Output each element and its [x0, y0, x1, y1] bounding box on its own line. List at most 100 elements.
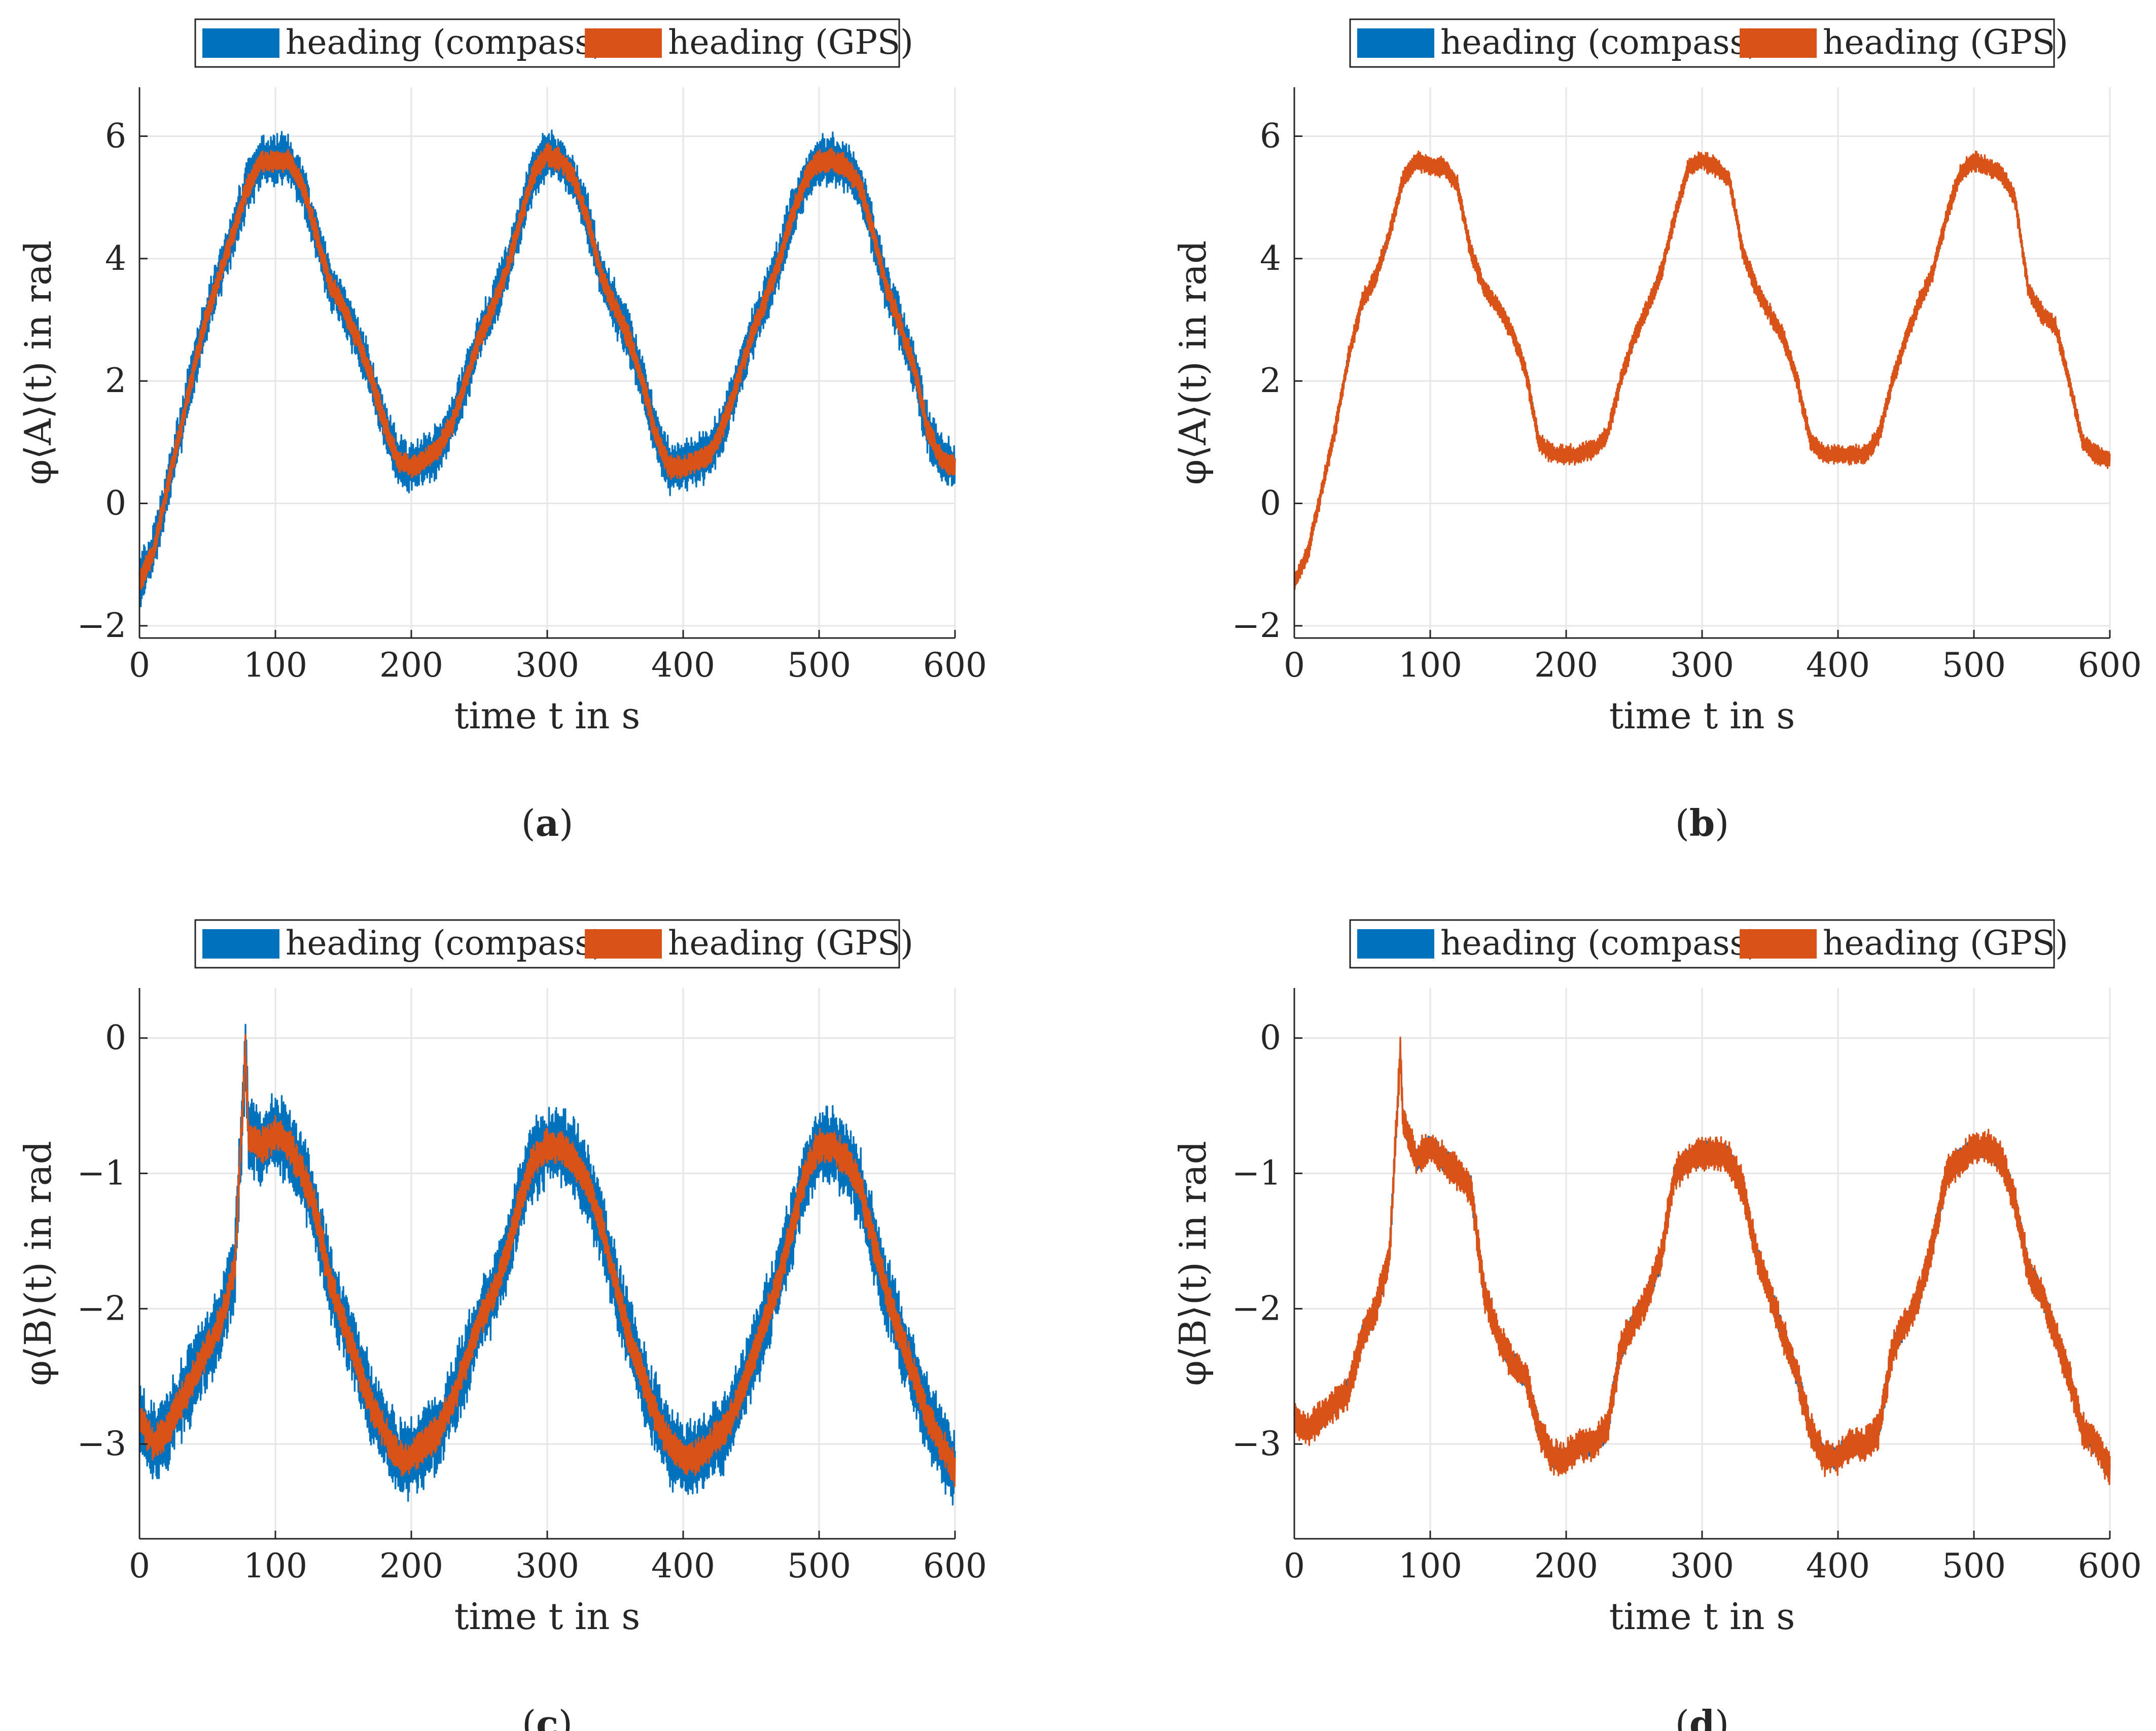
- legend-swatch-compass: [1357, 28, 1434, 58]
- legend-swatch-gps: [1740, 929, 1817, 959]
- x-tick-label: 200: [379, 646, 443, 685]
- legend-box: [194, 919, 900, 969]
- y-tick-label: 6: [105, 117, 126, 156]
- series-line-compass: [138, 1023, 956, 1506]
- x-axis-label: time t in s: [1609, 1595, 1795, 1638]
- legend: heading (compass) heading (GPS): [1349, 18, 2068, 68]
- x-axis-label: time t in s: [454, 1595, 641, 1638]
- panel-caption: (a): [521, 801, 574, 844]
- y-tick-label: −3: [1232, 1424, 1281, 1463]
- y-tick-label: 0: [1260, 484, 1281, 523]
- legend-label-gps: heading (GPS): [1823, 924, 2068, 963]
- x-tick-label: 100: [243, 1546, 307, 1585]
- x-tick-label: 100: [1398, 646, 1462, 685]
- series-group: [138, 129, 956, 608]
- x-tick-label: 300: [1670, 1546, 1734, 1585]
- y-tick-label: −2: [1232, 1289, 1281, 1328]
- x-tick-label: 500: [787, 646, 851, 685]
- y-tick-label: −2: [77, 606, 126, 645]
- x-tick-label: 0: [129, 646, 150, 685]
- x-tick-label: 0: [129, 1546, 150, 1585]
- y-tick-label: 0: [1260, 1018, 1281, 1057]
- series-line-gps: [138, 142, 956, 591]
- x-tick-label: 600: [923, 1546, 987, 1585]
- series-line-gps: [1293, 150, 2111, 590]
- x-axis-label: time t in s: [454, 694, 641, 737]
- legend-swatch-gps: [585, 28, 662, 58]
- series-group: [1293, 150, 2111, 590]
- y-axis-label: φ⟨B⟩(t) in rad: [17, 1141, 59, 1386]
- x-tick-label: 500: [1942, 1546, 2006, 1585]
- legend-swatch-gps: [585, 929, 662, 959]
- x-tick-label: 500: [787, 1546, 851, 1585]
- legend-label-compass: heading (compass): [286, 924, 605, 963]
- series-line-gps: [1293, 1036, 2111, 1486]
- x-axis-label: time t in s: [1609, 694, 1795, 737]
- legend-label-gps: heading (GPS): [668, 924, 913, 963]
- x-tick-label: 300: [515, 1546, 579, 1585]
- y-tick-label: −2: [77, 1289, 126, 1328]
- legend-swatch-gps: [1740, 28, 1817, 58]
- y-tick-label: 6: [1260, 117, 1281, 156]
- x-tick-label: 400: [1806, 646, 1870, 685]
- y-tick-label: 0: [105, 1018, 126, 1057]
- x-tick-label: 100: [1398, 1546, 1462, 1585]
- x-tick-label: 200: [1534, 1546, 1598, 1585]
- legend-label-compass: heading (compass): [1440, 924, 1760, 963]
- x-tick-label: 0: [1284, 646, 1305, 685]
- legend-label-compass: heading (compass): [1440, 23, 1760, 62]
- y-tick-label: −2: [1232, 606, 1281, 645]
- x-tick-label: 600: [2078, 646, 2142, 685]
- panel-caption-letter: b: [1689, 801, 1715, 844]
- series-group: [1293, 1036, 2111, 1486]
- legend: heading (compass) heading (GPS): [194, 18, 913, 68]
- x-tick-label: 300: [1670, 646, 1734, 685]
- y-tick-label: 0: [105, 484, 126, 523]
- x-tick-label: 0: [1284, 1546, 1305, 1585]
- y-tick-label: 2: [105, 361, 126, 400]
- y-tick-label: 4: [105, 239, 126, 278]
- panel-caption-letter: a: [536, 801, 559, 844]
- panel-caption: (c): [522, 1702, 573, 1731]
- legend-box: [194, 18, 900, 68]
- legend-box: [1349, 18, 2055, 68]
- panel-caption: (b): [1675, 801, 1729, 844]
- series-group: [138, 1023, 956, 1506]
- y-tick-label: 2: [1260, 361, 1281, 400]
- legend-label-compass: heading (compass): [286, 23, 605, 62]
- legend: heading (compass) heading (GPS): [194, 919, 913, 969]
- x-tick-label: 100: [243, 646, 307, 685]
- y-tick-label: −3: [77, 1424, 126, 1463]
- legend-swatch-compass: [202, 929, 279, 959]
- x-tick-label: 200: [1534, 646, 1598, 685]
- legend-label-gps: heading (GPS): [1823, 23, 2068, 62]
- x-tick-label: 500: [1942, 646, 2006, 685]
- y-axis-label: φ⟨A⟩(t) in rad: [1172, 240, 1214, 485]
- panel-caption: (d): [1675, 1702, 1729, 1731]
- x-tick-label: 400: [651, 646, 715, 685]
- y-axis-label: φ⟨B⟩(t) in rad: [1172, 1141, 1214, 1386]
- x-tick-label: 400: [651, 1546, 715, 1585]
- y-axis-label: φ⟨A⟩(t) in rad: [17, 240, 59, 485]
- y-tick-label: 4: [1260, 239, 1281, 278]
- panel-caption-letter: d: [1689, 1702, 1715, 1731]
- legend-box: [1349, 919, 2055, 969]
- series-line-compass: [138, 129, 956, 608]
- legend-label-gps: heading (GPS): [668, 23, 913, 62]
- chart-panel-d: 0 100 200 300 400 500 600 −3 −2 −1 0 time t in s φ⟨B…: [1172, 919, 2142, 1731]
- x-tick-label: 600: [923, 646, 987, 685]
- y-tick-label: −1: [1232, 1154, 1281, 1193]
- x-tick-label: 400: [1806, 1546, 1870, 1585]
- y-tick-label: −1: [77, 1154, 126, 1193]
- chart-panel-c: 0 100 200 300 400 500 600 −3 −2 −1 0 time t in s φ⟨B…: [17, 919, 987, 1731]
- x-tick-label: 300: [515, 646, 579, 685]
- legend-swatch-compass: [202, 28, 279, 58]
- legend-swatch-compass: [1357, 929, 1434, 959]
- x-tick-label: 200: [379, 1546, 443, 1585]
- panel-caption-letter: c: [536, 1702, 558, 1731]
- series-line-gps: [138, 1034, 956, 1488]
- legend: heading (compass) heading (GPS): [1349, 919, 2068, 969]
